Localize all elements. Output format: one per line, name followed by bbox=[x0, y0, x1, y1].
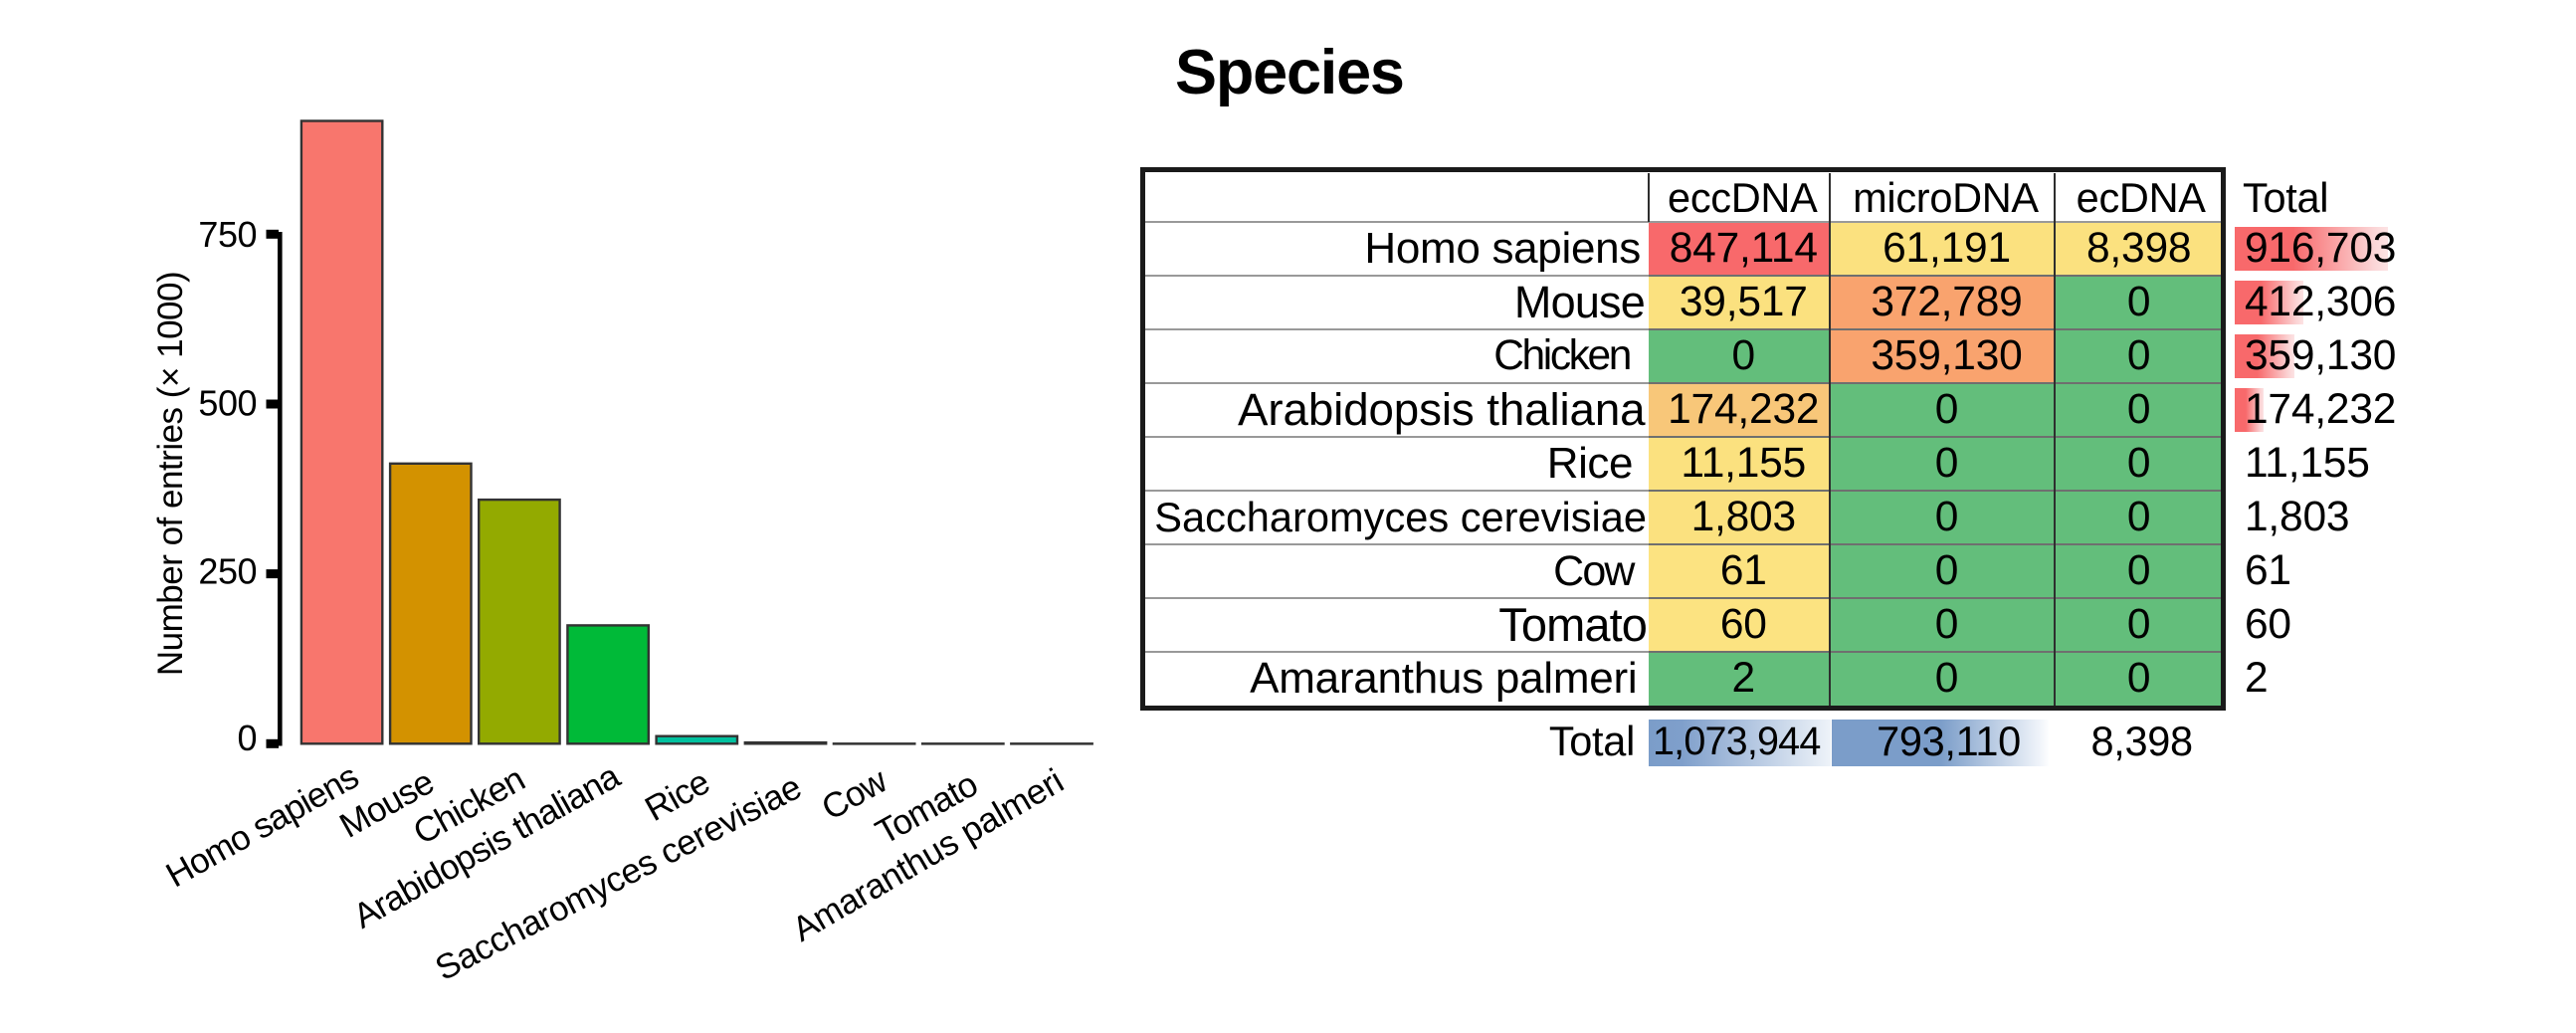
svg-text:750: 750 bbox=[198, 214, 257, 255]
svg-text:250: 250 bbox=[198, 551, 257, 592]
svg-text:Homo sapiens: Homo sapiens bbox=[159, 757, 364, 896]
svg-text:Number of entries (× 1000): Number of entries (× 1000) bbox=[151, 272, 190, 676]
svg-text:500: 500 bbox=[198, 383, 257, 424]
svg-text:0: 0 bbox=[237, 718, 257, 758]
